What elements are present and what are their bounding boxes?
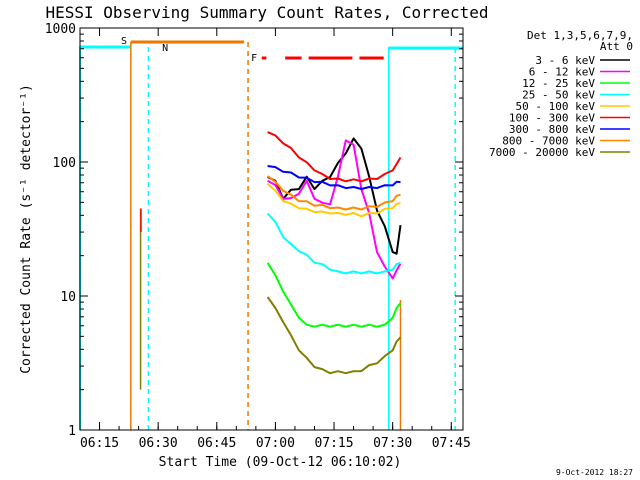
- series-line: [266, 212, 401, 275]
- legend-label: 100 - 300 keV: [509, 112, 595, 125]
- plot-area: S N F: [79, 36, 463, 430]
- x-tick-label: 07:30: [373, 436, 412, 451]
- x-tick-label: 07:15: [314, 436, 353, 451]
- y-tick-label: 1: [68, 424, 76, 439]
- legend-label: 3 - 6 keV: [535, 54, 595, 67]
- legend-label: 7000 - 20000 keV: [489, 146, 595, 159]
- x-tick-label: 06:15: [80, 436, 119, 451]
- legend-label: 6 - 12 keV: [529, 66, 596, 79]
- timestamp: 9-Oct-2012 18:27: [556, 468, 633, 477]
- series-line: [267, 137, 402, 255]
- plot-frame: [79, 27, 464, 431]
- legend-header-1: Det 1,3,5,6,7,9,: [527, 29, 633, 42]
- legend-label: 12 - 25 keV: [522, 77, 595, 90]
- y-axis-label: Corrected Count Rate (s⁻¹ detector⁻¹): [19, 84, 34, 374]
- series-line: [266, 183, 401, 218]
- legend-header-2: Att 0: [600, 40, 633, 53]
- y-tick-label: 1000: [45, 22, 76, 37]
- y-axis: 1 10 100 1000: [45, 22, 463, 439]
- chart-title: HESSI Observing Summary Count Rates, Cor…: [45, 3, 488, 22]
- series-line: [267, 139, 402, 280]
- legend-label: 50 - 100 keV: [516, 100, 596, 113]
- x-axis: 06:15 06:30 06:45 07:00 07:15 07:30 07:45: [79, 28, 471, 451]
- series-line: [267, 165, 401, 190]
- x-tick-label: 06:45: [197, 436, 236, 451]
- flag-label: N: [162, 43, 168, 54]
- flag-label: S: [121, 36, 127, 47]
- legend-label: 300 - 800 keV: [509, 123, 595, 136]
- y-tick-label: 100: [53, 156, 76, 171]
- series-line: [266, 296, 402, 375]
- series-line: [267, 175, 401, 211]
- legend-label: 25 - 50 keV: [522, 89, 595, 102]
- x-axis-label: Start Time (09-Oct-12 06:10:02): [159, 455, 402, 470]
- legend-label: 800 - 7000 keV: [502, 135, 595, 148]
- y-tick-label: 10: [60, 290, 76, 305]
- series-line: [267, 131, 402, 183]
- series-line: [266, 262, 402, 328]
- x-tick-label: 06:30: [139, 436, 178, 451]
- flag-label: F: [251, 53, 257, 64]
- x-tick-label: 07:45: [432, 436, 471, 451]
- x-tick-label: 07:00: [256, 436, 295, 451]
